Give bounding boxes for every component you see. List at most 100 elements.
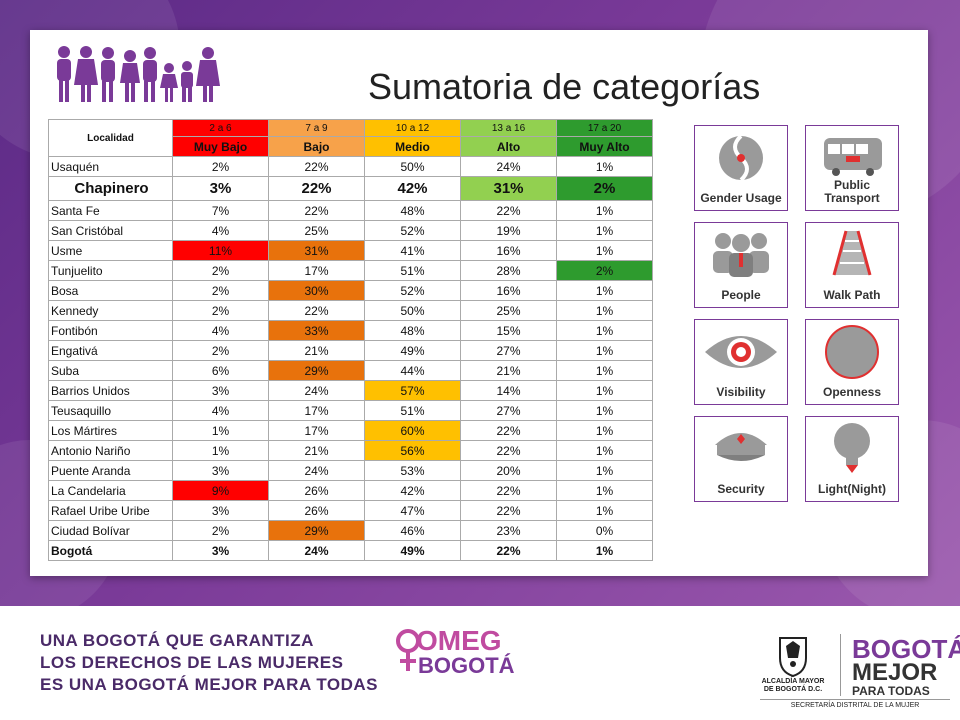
range-header: 13 a 16 bbox=[460, 119, 557, 137]
percent-cell: 9% bbox=[172, 480, 269, 501]
percent-cell: 47% bbox=[364, 500, 461, 521]
localidad-name: Santa Fe bbox=[48, 200, 173, 221]
percent-cell: 24% bbox=[268, 540, 365, 561]
localidad-name: Antonio Nariño bbox=[48, 440, 173, 461]
percent-cell: 1% bbox=[556, 240, 653, 261]
percent-cell: 2% bbox=[172, 300, 269, 321]
percent-cell: 57% bbox=[364, 380, 461, 401]
percent-cell: 42% bbox=[364, 480, 461, 501]
category-icon-card: Security bbox=[694, 416, 788, 502]
percent-cell: 6% bbox=[172, 360, 269, 381]
localidad-header: Localidad bbox=[48, 119, 173, 157]
percent-cell: 31% bbox=[268, 240, 365, 261]
percent-cell: 22% bbox=[268, 300, 365, 321]
category-icon-label: Public Transport bbox=[824, 178, 880, 205]
percent-cell: 7% bbox=[172, 200, 269, 221]
localidad-name: Usaquén bbox=[48, 156, 173, 177]
omeg-bogota-text: BOGOTÁ bbox=[418, 653, 515, 678]
category-icon-label: People bbox=[721, 288, 761, 302]
category-icon-label: Light(Night) bbox=[818, 482, 886, 496]
category-icon-card: Walk Path bbox=[805, 222, 899, 308]
percent-cell: 4% bbox=[172, 320, 269, 341]
percent-cell: 11% bbox=[172, 240, 269, 261]
localidad-name: San Cristóbal bbox=[48, 220, 173, 241]
percent-cell: 25% bbox=[460, 300, 557, 321]
percent-cell: 22% bbox=[460, 500, 557, 521]
table-row: Kennedy 2% 22% 50% 25% 1% bbox=[48, 300, 653, 321]
percent-cell: 21% bbox=[268, 340, 365, 361]
localidad-name: Bosa bbox=[48, 280, 173, 301]
percent-cell: 1% bbox=[556, 380, 653, 401]
percent-cell: 1% bbox=[556, 340, 653, 361]
footer-slogan: UNA BOGOTÁ QUE GARANTIZA LOS DERECHOS DE… bbox=[40, 630, 378, 696]
percent-cell: 17% bbox=[268, 420, 365, 441]
table-row: Los Mártires 1% 17% 60% 22% 1% bbox=[48, 420, 653, 441]
percent-cell: 51% bbox=[364, 260, 461, 281]
percent-cell: 24% bbox=[460, 156, 557, 177]
percent-cell: 3% bbox=[172, 460, 269, 481]
category-icon-label: Openness bbox=[822, 385, 882, 399]
percent-cell: 44% bbox=[364, 360, 461, 381]
table-row: Bosa 2% 30% 52% 16% 1% bbox=[48, 280, 653, 301]
localidad-name: Usme bbox=[48, 240, 173, 261]
percent-cell: 15% bbox=[460, 320, 557, 341]
percent-cell: 17% bbox=[268, 400, 365, 421]
table-row: Fontibón 4% 33% 48% 15% 1% bbox=[48, 320, 653, 341]
percent-cell: 20% bbox=[460, 460, 557, 481]
percent-cell: 1% bbox=[556, 220, 653, 241]
percent-cell: 60% bbox=[364, 420, 461, 441]
localidad-name: Bogotá bbox=[48, 540, 173, 561]
range-header: 7 a 9 bbox=[268, 119, 365, 137]
table-row: Barrios Unidos 3% 24% 57% 14% 1% bbox=[48, 380, 653, 401]
percent-cell: 0% bbox=[556, 520, 653, 541]
percent-cell: 22% bbox=[460, 480, 557, 501]
category-icon-label: Visibility bbox=[716, 385, 766, 399]
category-icon-card: Openness bbox=[805, 319, 899, 405]
percent-cell: 3% bbox=[172, 176, 269, 201]
category-icon-card: People bbox=[694, 222, 788, 308]
level-header: Medio bbox=[364, 136, 461, 157]
category-icon-card: Visibility bbox=[694, 319, 788, 405]
omeg-logo: OMEG BOGOTÁ bbox=[396, 625, 515, 685]
venus-icon bbox=[396, 629, 420, 671]
localidad-name: Puente Aranda bbox=[48, 460, 173, 481]
percent-cell: 22% bbox=[460, 200, 557, 221]
percent-cell: 31% bbox=[460, 176, 557, 201]
percent-cell: 2% bbox=[172, 520, 269, 541]
percent-cell: 50% bbox=[364, 156, 461, 177]
percent-cell: 2% bbox=[172, 340, 269, 361]
percent-cell: 1% bbox=[556, 400, 653, 421]
localidad-name: Engativá bbox=[48, 340, 173, 361]
alcaldia-crest: ALCALDÍA MAYOR DE BOGOTÁ D.C. bbox=[760, 634, 826, 694]
localidad-name: Los Mártires bbox=[48, 420, 173, 441]
percent-cell: 22% bbox=[268, 176, 365, 201]
percent-cell: 1% bbox=[556, 440, 653, 461]
category-icon-card: Light(Night) bbox=[805, 416, 899, 502]
percent-cell: 1% bbox=[172, 420, 269, 441]
localidad-name: Chapinero bbox=[48, 176, 173, 201]
percent-cell: 1% bbox=[556, 360, 653, 381]
table-row: Chapinero 3% 22% 42% 31% 2% bbox=[48, 176, 653, 201]
omeg-text: OMEG bbox=[416, 625, 502, 656]
alcaldia-text: ALCALDÍA MAYOR DE BOGOTÁ D.C. bbox=[761, 678, 825, 693]
family-icon bbox=[57, 46, 220, 102]
table-row: Usaquén 2% 22% 50% 24% 1% bbox=[48, 156, 653, 177]
percent-cell: 52% bbox=[364, 220, 461, 241]
bogota-mejor-logo: BOGOTÁ MEJOR PARA TODAS bbox=[852, 636, 960, 698]
percent-cell: 24% bbox=[268, 380, 365, 401]
table-row: Usme 11% 31% 41% 16% 1% bbox=[48, 240, 653, 261]
category-icon-label: Security bbox=[717, 482, 765, 496]
category-icon-card: Gender Usage bbox=[694, 125, 788, 211]
table-row: Teusaquillo 4% 17% 51% 27% 1% bbox=[48, 400, 653, 421]
percent-cell: 26% bbox=[268, 480, 365, 501]
percent-cell: 30% bbox=[268, 280, 365, 301]
percent-cell: 1% bbox=[556, 156, 653, 177]
percent-cell: 4% bbox=[172, 400, 269, 421]
percent-cell: 51% bbox=[364, 400, 461, 421]
percent-cell: 1% bbox=[556, 540, 653, 561]
percent-cell: 1% bbox=[556, 460, 653, 481]
category-icon-label: Walk Path bbox=[823, 288, 881, 302]
localidad-name: Barrios Unidos bbox=[48, 380, 173, 401]
percent-cell: 19% bbox=[460, 220, 557, 241]
